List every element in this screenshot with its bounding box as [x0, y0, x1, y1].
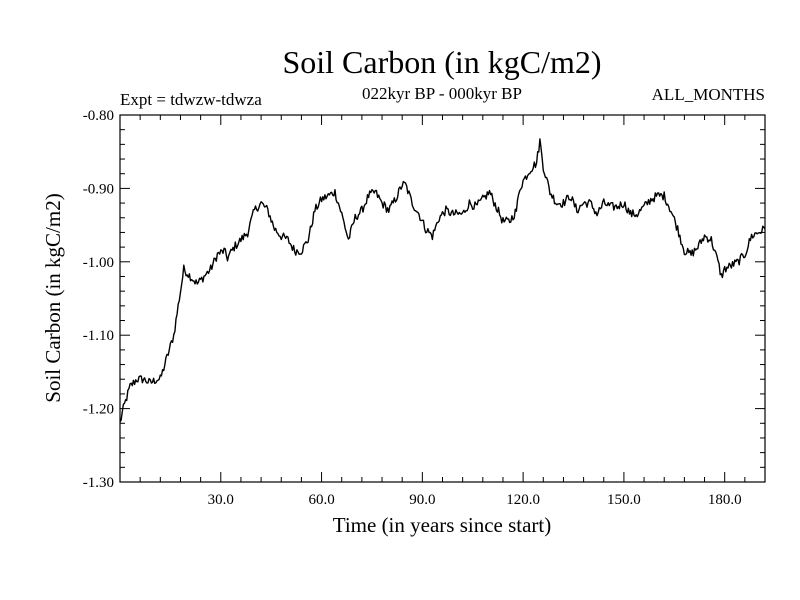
x-tick-label: 30.0	[208, 492, 234, 508]
y-tick-label: -1.20	[83, 402, 114, 418]
period-label: 022kyr BP - 000kyr BP	[362, 84, 522, 103]
x-tick-label: 120.0	[506, 492, 540, 508]
y-axis-label: Soil Carbon (in kgC/m2)	[41, 193, 65, 402]
soil-carbon-series-line	[119, 138, 766, 423]
experiment-label: Expt = tdwzw-tdwza	[120, 90, 262, 109]
tick-labels: 30.0 60.0 90.0 120.0 150.0 180.0 -1.30 -1.20 -1.…	[83, 108, 742, 508]
x-axis-label: Time (in years since start)	[333, 513, 552, 537]
x-tick-label: 150.0	[607, 492, 641, 508]
axis-ticks	[120, 115, 765, 482]
y-tick-label: -0.90	[83, 181, 114, 197]
x-tick-label: 180.0	[708, 492, 742, 508]
y-tick-label: -1.00	[83, 255, 114, 271]
months-label: ALL_MONTHS	[652, 85, 765, 104]
x-tick-label: 90.0	[409, 492, 435, 508]
y-tick-label: -1.30	[83, 475, 114, 491]
y-tick-label: -1.10	[83, 328, 114, 344]
plot-frame	[119, 114, 766, 483]
y-tick-label: -0.80	[83, 108, 114, 124]
chart-title: Soil Carbon (in kgC/m2)	[282, 44, 601, 80]
x-tick-label: 60.0	[308, 492, 334, 508]
